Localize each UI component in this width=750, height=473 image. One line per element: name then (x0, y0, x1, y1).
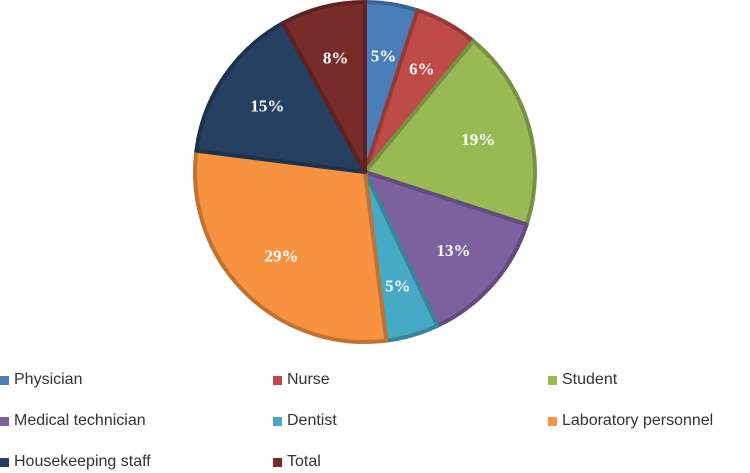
pie-slice-student (363, 39, 537, 227)
legend-swatch (273, 416, 282, 426)
legend-item-housekeeping-staff: Housekeeping staff (0, 451, 151, 473)
pie-slice-total (281, 0, 367, 174)
legend-swatch (0, 416, 9, 426)
legend-label: Medical technician (14, 412, 146, 429)
legend-swatch (0, 375, 9, 385)
legend-swatch (0, 457, 9, 467)
data-label-nurse: 6% (409, 60, 435, 79)
legend-swatch (548, 375, 557, 385)
pie-plot: 5% 6% 19% 13% 5% 29% 15% 8% (192, 0, 537, 345)
data-label-total: 8% (323, 49, 349, 68)
legend-swatch (273, 457, 282, 467)
legend-swatch (273, 375, 282, 385)
legend-item-dentist: Dentist (273, 410, 337, 432)
data-label-medical-technician: 13% (437, 241, 471, 260)
data-label-housekeeping-staff: 15% (250, 97, 284, 116)
legend: Physician Nurse Student Medical technician D… (0, 366, 750, 473)
data-label-physician: 5% (371, 46, 397, 65)
legend-item-nurse: Nurse (273, 369, 330, 391)
legend-label: Total (287, 453, 321, 470)
legend-label: Laboratory personnel (562, 412, 714, 429)
legend-item-total: Total (273, 451, 321, 473)
legend-swatch (548, 416, 557, 426)
legend-label: Nurse (287, 371, 330, 388)
pie-slice-medical-technician (363, 170, 529, 328)
pie-slice-housekeeping-staff (194, 21, 367, 174)
legend-label: Student (562, 371, 618, 388)
legend-label: Dentist (287, 412, 337, 429)
legend-item-laboratory-personnel: Laboratory personnel (548, 410, 713, 432)
data-label-student: 19% (461, 130, 495, 149)
data-label-dentist: 5% (385, 276, 411, 295)
legend-label: Physician (14, 371, 83, 388)
data-label-laboratory-personnel: 29% (265, 246, 299, 265)
legend-item-medical-technician: Medical technician (0, 410, 146, 432)
legend-item-physician: Physician (0, 369, 82, 391)
labels-layer: 5% 6% 19% 13% 5% 29% 15% 8% (250, 46, 495, 295)
slices-layer (192, 0, 537, 345)
pie-slice-laboratory-personnel (192, 148, 389, 345)
legend-label: Housekeeping staff (14, 453, 151, 470)
legend-item-student: Student (548, 369, 617, 391)
